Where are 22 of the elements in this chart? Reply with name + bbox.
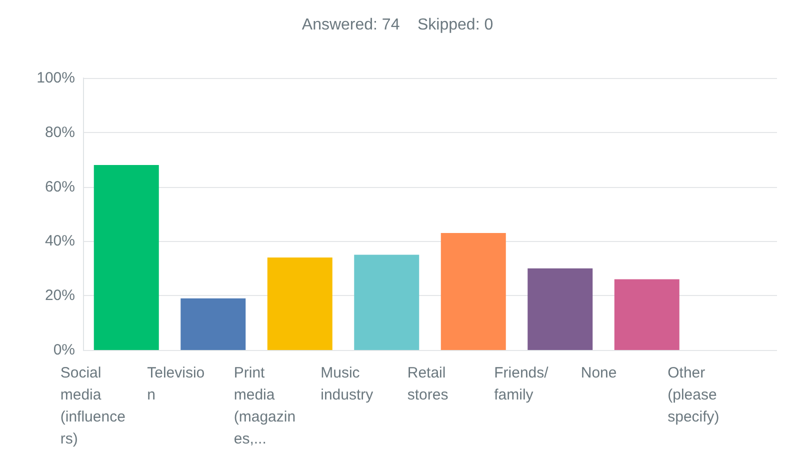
x-tick-label: Retail stores (407, 364, 450, 404)
bar (94, 165, 159, 350)
y-tick-label: 40% (44, 232, 75, 250)
y-tick-label: 60% (44, 178, 75, 196)
y-tick-label: 80% (44, 124, 75, 141)
x-tick-label: Music industry (320, 364, 374, 404)
bar (267, 258, 332, 350)
bar (354, 254, 420, 350)
bar (180, 298, 246, 350)
x-tick-label: None (580, 364, 617, 382)
x-tick-label: Television (147, 364, 205, 404)
y-tick-label: 0% (53, 342, 75, 358)
x-tick-label: Social media (influencers) (60, 364, 126, 448)
y-tick-label: 100% (36, 70, 75, 86)
x-tick-label: Other (please specify) (668, 364, 721, 426)
chart-title: Answered: 74 Skipped: 0 (302, 16, 494, 34)
x-tick-label: Friends/ family (494, 364, 552, 404)
y-tick-label: 20% (44, 287, 75, 304)
x-tick-label: Print media (magazines,... (234, 364, 296, 448)
bar (528, 268, 593, 350)
bar (440, 233, 506, 350)
bar (614, 279, 680, 350)
